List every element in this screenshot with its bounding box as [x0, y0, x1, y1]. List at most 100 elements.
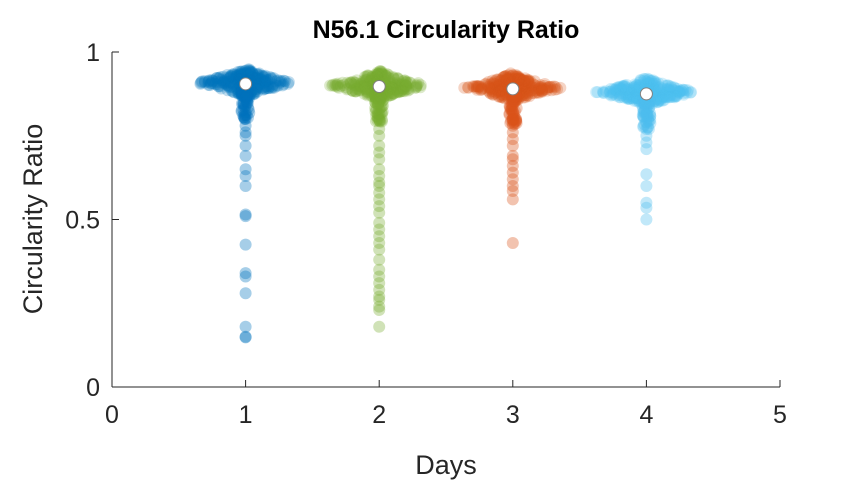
data-point	[660, 87, 673, 100]
data-point	[373, 114, 386, 127]
data-point	[227, 72, 240, 85]
data-point	[389, 78, 402, 91]
data-point	[203, 74, 216, 87]
data-point	[245, 65, 258, 78]
data-point	[649, 94, 662, 107]
data-point	[353, 83, 366, 96]
data-point	[542, 81, 555, 94]
data-point	[234, 65, 247, 78]
data-point	[498, 92, 511, 105]
outlier-point	[506, 153, 519, 166]
data-point	[641, 76, 654, 89]
data-point	[661, 83, 674, 96]
data-point	[370, 94, 383, 107]
data-point	[210, 72, 223, 85]
data-point	[399, 79, 412, 92]
outlier-point	[506, 126, 519, 139]
data-point	[369, 92, 382, 105]
data-point	[212, 80, 225, 93]
data-point	[369, 90, 382, 103]
data-point	[652, 77, 665, 90]
data-point	[397, 85, 410, 98]
data-point	[470, 80, 483, 93]
data-point	[369, 96, 382, 109]
data-point	[384, 89, 397, 102]
data-point	[630, 78, 643, 91]
data-point	[614, 83, 627, 96]
data-point	[496, 88, 509, 101]
data-point	[391, 86, 404, 99]
data-point	[603, 87, 616, 100]
data-point	[263, 70, 276, 83]
data-point	[616, 80, 629, 93]
data-point	[502, 71, 515, 84]
data-point	[639, 73, 652, 86]
data-point	[249, 71, 262, 84]
data-point	[369, 91, 382, 104]
data-point	[521, 87, 534, 100]
data-point	[507, 72, 520, 85]
data-point	[235, 67, 248, 80]
outlier-point	[373, 163, 386, 176]
data-point	[506, 114, 519, 127]
data-point	[518, 86, 531, 99]
data-point	[249, 85, 262, 98]
data-point	[620, 87, 633, 100]
data-point	[229, 73, 242, 86]
data-point	[241, 96, 254, 109]
data-point	[360, 70, 373, 83]
data-point	[239, 91, 252, 104]
outlier-point	[373, 89, 386, 102]
data-point	[490, 73, 503, 86]
data-point	[355, 80, 368, 93]
data-point	[643, 73, 656, 86]
data-point	[395, 79, 408, 92]
data-point	[410, 81, 423, 94]
data-point	[484, 87, 497, 100]
data-point	[661, 79, 674, 92]
data-point	[259, 75, 272, 88]
data-point	[371, 108, 384, 121]
data-point	[630, 91, 643, 104]
data-point	[505, 93, 518, 106]
data-point	[611, 84, 624, 97]
data-point	[644, 110, 657, 123]
data-point	[638, 118, 651, 131]
data-point	[252, 69, 265, 82]
data-point	[609, 83, 622, 96]
data-point	[223, 75, 236, 88]
data-point	[380, 70, 393, 83]
data-point	[634, 79, 647, 92]
data-point	[373, 114, 386, 127]
data-point	[506, 113, 519, 126]
data-point	[509, 70, 522, 83]
data-point	[361, 88, 374, 101]
data-point	[375, 93, 388, 106]
data-point	[661, 84, 674, 97]
data-point	[224, 70, 237, 83]
data-point	[400, 83, 413, 96]
data-point	[628, 83, 641, 96]
data-point	[501, 73, 514, 86]
data-point	[262, 82, 275, 95]
data-point	[458, 81, 471, 94]
outlier-point	[373, 223, 386, 236]
data-point	[532, 80, 545, 93]
data-point	[487, 77, 500, 90]
data-point	[374, 65, 387, 78]
data-point	[351, 82, 364, 95]
data-point	[369, 68, 382, 81]
chart-title: N56.1 Circularity Ratio	[313, 16, 580, 44]
outlier-point	[373, 193, 386, 206]
data-point	[618, 79, 631, 92]
data-point	[246, 67, 259, 80]
data-point	[387, 87, 400, 100]
data-point	[348, 76, 361, 89]
data-point	[597, 86, 610, 99]
data-point	[490, 80, 503, 93]
data-point	[359, 82, 372, 95]
data-point	[240, 94, 253, 107]
data-point	[246, 66, 259, 79]
data-point	[651, 88, 664, 101]
outlier-point	[373, 176, 386, 189]
